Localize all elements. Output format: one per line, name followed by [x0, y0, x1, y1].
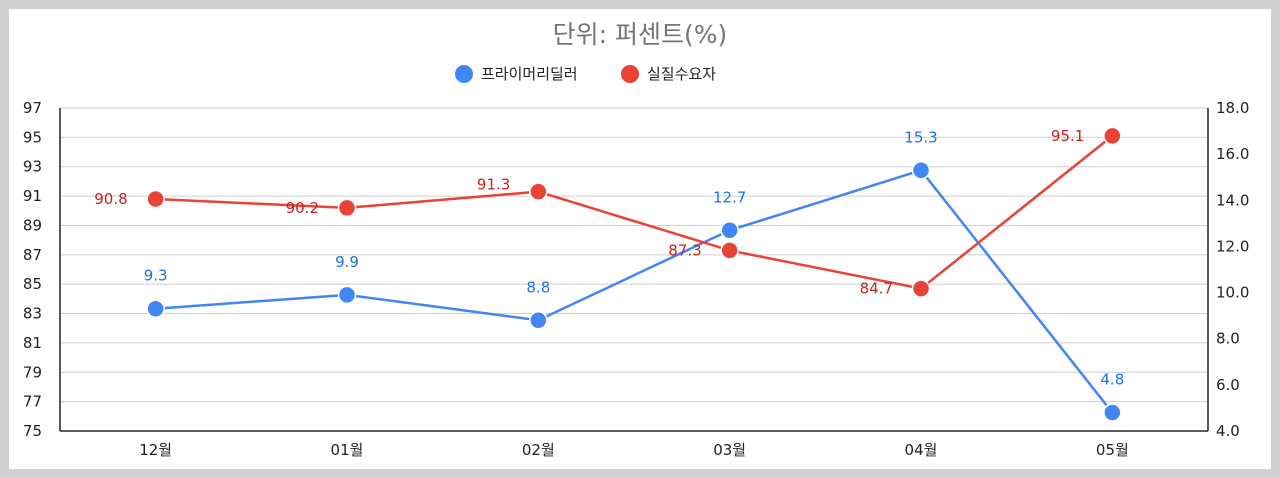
legend-label-primary-dealer: 프라이머리딜러 [481, 65, 578, 83]
y-right-tick-label: 6.0 [1216, 376, 1240, 394]
data-label: 9.3 [144, 267, 168, 285]
series-layer [146, 126, 1122, 422]
y-right-tick-label: 8.0 [1216, 330, 1240, 348]
data-label: 9.9 [335, 253, 359, 271]
data-point [720, 241, 739, 260]
y-left-tick-label: 85 [23, 275, 42, 293]
chart-title: 단위: 퍼센트(%) [553, 20, 728, 49]
data-point [1103, 403, 1122, 422]
data-label: 84.7 [860, 280, 893, 298]
y-left-tick-label: 91 [23, 187, 42, 205]
data-point [911, 279, 931, 298]
data-point [1103, 126, 1122, 146]
gridlines [60, 107, 1208, 403]
legend-marker-real-demand [621, 65, 639, 83]
y-left-tick-label: 95 [23, 128, 42, 146]
y-left-tick-label: 81 [23, 334, 42, 352]
data-label: 95.1 [1051, 127, 1084, 145]
x-tick-label: 05월 [1096, 441, 1129, 459]
y-left-tick-label: 83 [23, 305, 42, 323]
data-label: 15.3 [904, 128, 937, 146]
legend: 프라이머리딜러 실질수요자 [455, 65, 716, 83]
data-label: 91.3 [477, 176, 510, 194]
x-tick-label: 03월 [713, 441, 746, 459]
legend-marker-primary-dealer [455, 65, 473, 83]
y-right-tick-label: 10.0 [1216, 284, 1249, 302]
y-right-tick-label: 12.0 [1216, 237, 1249, 255]
y-right-tick-label: 14.0 [1216, 191, 1249, 209]
y-left-tick-label: 77 [23, 393, 42, 411]
data-point [146, 189, 165, 209]
y-right-tick-label: 18.0 [1216, 99, 1249, 117]
data-label: 87.3 [668, 241, 701, 259]
data-label: 90.2 [286, 199, 319, 217]
y-left-tick-label: 79 [23, 363, 42, 381]
axes: 75 77 79 81 83 85 87 89 91 93 95 97 4.0 6.0 8.0 10.0 12.… [23, 99, 1250, 459]
data-label: 90.8 [94, 190, 127, 208]
y-left-tick-label: 97 [23, 99, 42, 117]
legend-label-real-demand: 실질수요자 [647, 65, 716, 83]
data-label: 12.7 [713, 188, 746, 206]
data-point [337, 285, 357, 305]
data-point [911, 161, 931, 180]
x-tick-label: 04월 [905, 441, 938, 459]
series-line-real-demand [155, 134, 1114, 290]
y-left-tick-label: 87 [23, 246, 42, 264]
chart-frame: 단위: 퍼센트(%) 프라이머리딜러 실질수요자 75 77 79 81 83 85 87 8… [9, 9, 1271, 469]
y-left-tick-label: 93 [23, 158, 42, 176]
data-point [337, 198, 357, 218]
data-point [720, 221, 739, 240]
y-left-tick-label: 75 [23, 422, 42, 440]
x-tick-label: 12월 [139, 441, 172, 459]
y-right-tick-label: 16.0 [1216, 145, 1249, 163]
x-tick-label: 02월 [522, 441, 555, 459]
y-right-tick-label: 4.0 [1216, 422, 1240, 440]
y-left-tick-label: 89 [23, 216, 42, 234]
data-labels: 9.3 9.9 8.8 12.7 15.3 4.8 90.8 90.2 91.3 87.3 84.7… [94, 127, 1124, 389]
line-chart: 단위: 퍼센트(%) 프라이머리딜러 실질수요자 75 77 79 81 83 85 87 8… [23, 20, 1250, 459]
data-point [146, 299, 165, 318]
data-point [529, 311, 548, 330]
series-line-primary-dealer [155, 168, 1114, 414]
x-tick-label: 01월 [331, 441, 364, 459]
data-point [529, 182, 548, 201]
data-label: 4.8 [1100, 371, 1124, 389]
data-label: 8.8 [526, 278, 550, 296]
